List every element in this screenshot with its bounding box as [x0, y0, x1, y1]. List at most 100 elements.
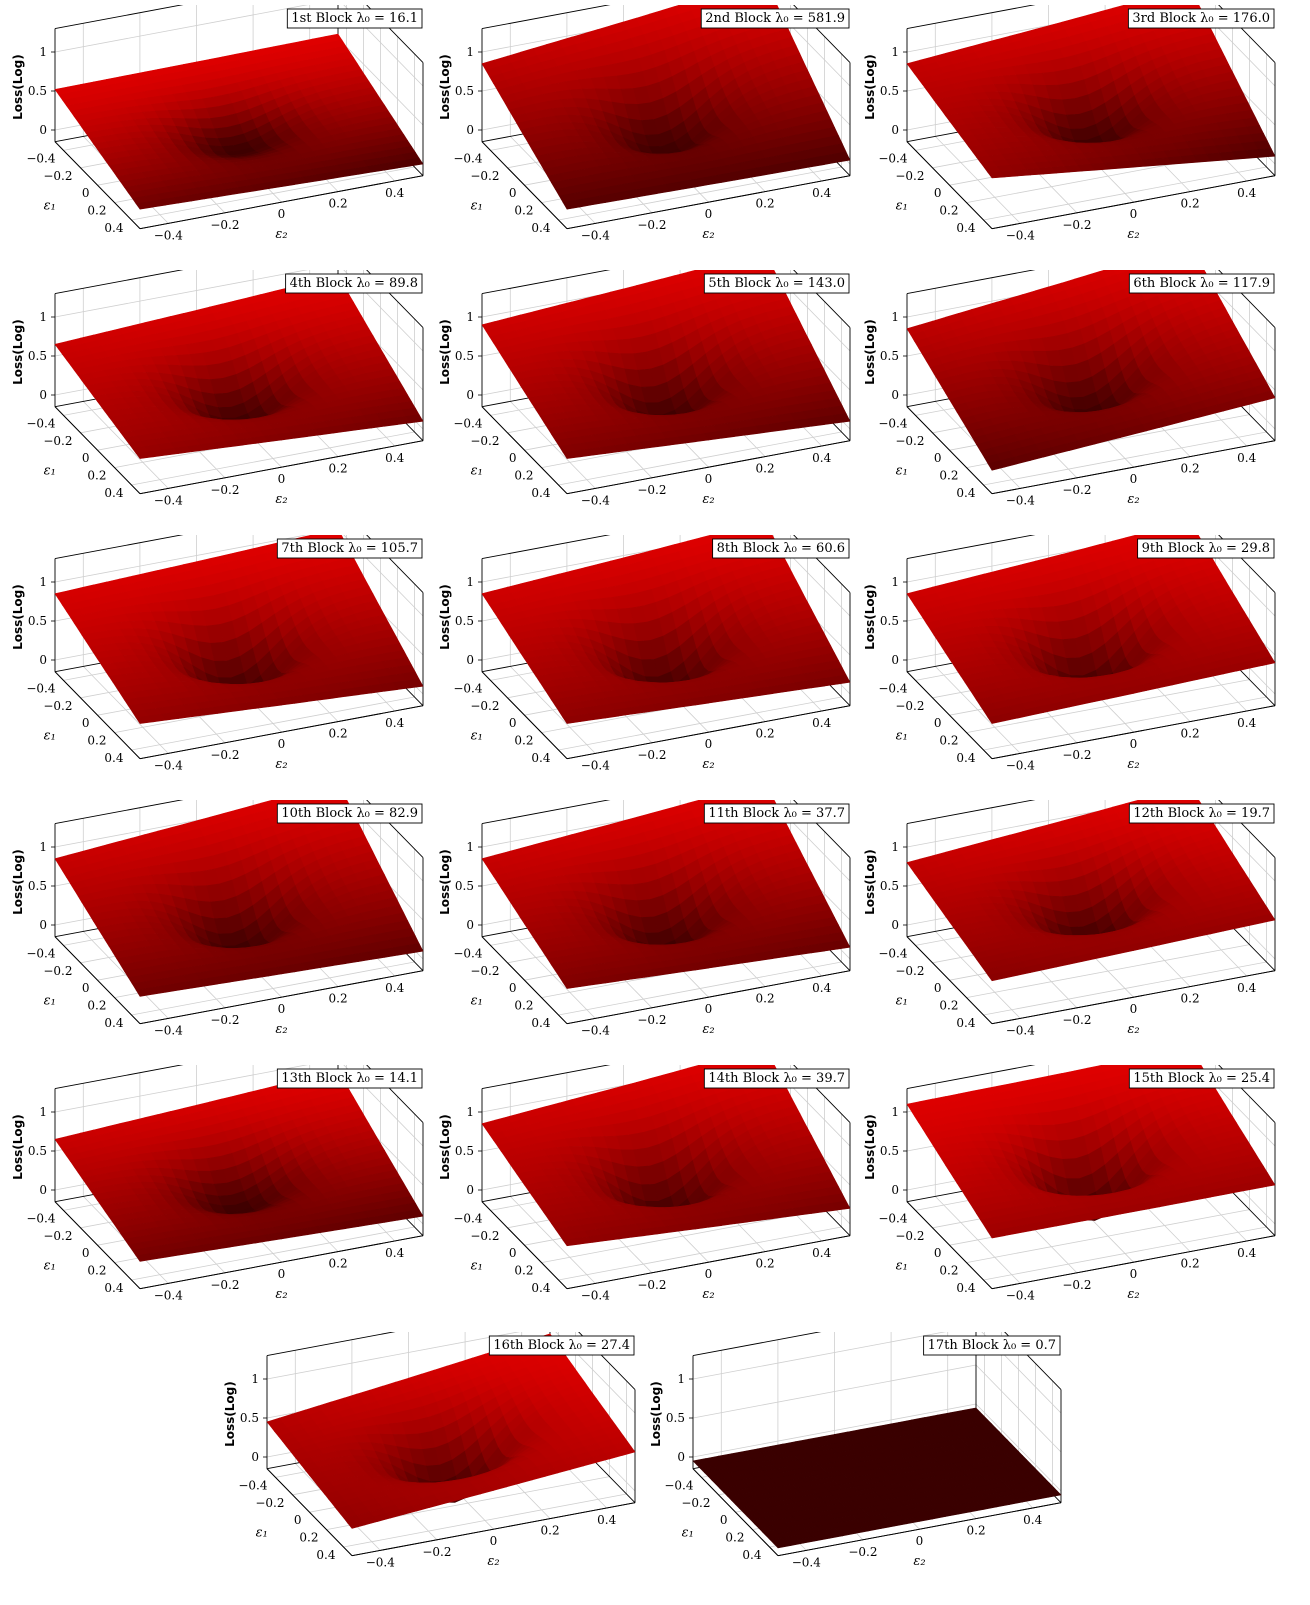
- z-tick-label: 0.5: [880, 84, 899, 98]
- axis-frame-line: [139, 440, 424, 495]
- z-tick-label: 0.5: [28, 349, 47, 363]
- axis-frame-line: [54, 141, 141, 230]
- wall-grid-line: [54, 270, 309, 318]
- surface-patch: [405, 678, 424, 689]
- eps2-tick-label: −0.2: [637, 483, 666, 497]
- tick-labels: 00.51−0.4−0.200.20.4−0.4−0.200.20.4: [878, 45, 1256, 242]
- eps1-tick-label: −0.4: [26, 681, 56, 695]
- eps1-tick-label: −0.2: [43, 699, 72, 713]
- axis-frame-line: [481, 535, 611, 560]
- eps2-tick-label: −0.4: [1006, 228, 1036, 242]
- eps2-tick-label: 0.4: [1237, 186, 1256, 200]
- z-tick-label: 1: [39, 45, 47, 59]
- floor-grid-line: [983, 431, 1267, 486]
- z-axis-label: Loss(Log): [863, 584, 877, 650]
- panel-title-box: [285, 273, 423, 294]
- surface-patch: [1257, 390, 1276, 402]
- panel-title: 8th Block λ₀ = 60.6: [712, 538, 850, 559]
- eps2-tick-label: 0.2: [1181, 197, 1200, 211]
- surface-patch: [832, 674, 851, 685]
- floor-grid-line: [558, 166, 842, 221]
- eps1-tick-label: 0.4: [956, 221, 975, 235]
- eps1-tick-label: 0.2: [939, 734, 958, 748]
- eps1-tick-label: −0.4: [878, 681, 908, 695]
- loss-surface: [481, 270, 851, 459]
- eps1-axis-label: ε₁: [44, 464, 56, 479]
- eps2-axis-label: ε₂: [1127, 492, 1139, 507]
- eps2-tick-label: 0.2: [329, 462, 348, 476]
- axis-frame-line: [991, 705, 1276, 760]
- axis-frame-line: [54, 671, 141, 760]
- loss-surface: [54, 535, 424, 724]
- z-tick-label: 0: [891, 123, 899, 137]
- loss-surface: [906, 270, 1276, 471]
- z-axis-label: Loss(Log): [863, 54, 877, 120]
- axis-frame-line: [139, 705, 424, 760]
- panel-title-text: 7th Block λ₀ = 105.7: [281, 541, 418, 556]
- eps2-axis-label: ε₂: [1127, 757, 1139, 772]
- floor-grid-line: [131, 431, 415, 486]
- axis-frame-line: [481, 5, 611, 30]
- eps1-axis-label: ε₁: [896, 199, 908, 214]
- tick-labels: 00.51−0.4−0.200.20.4−0.4−0.200.20.4: [26, 575, 404, 772]
- surface-panel: 0 0.5 1 −0.4 −0.2 0 0.2 0.4 −0.4 −0.2 0 0.2 0.4 Loss(…: [10, 535, 440, 795]
- eps1-tick-label: 0.2: [939, 204, 958, 218]
- tick-labels: 00.51−0.4−0.200.20.4−0.4−0.200.20.4: [878, 310, 1256, 507]
- eps1-tick-label: −0.4: [453, 416, 483, 430]
- z-axis-label: Loss(Log): [438, 319, 452, 385]
- eps2-tick-label: 0.4: [812, 451, 831, 465]
- wall-grid-line: [54, 535, 309, 583]
- z-tick-label: 0.5: [880, 349, 899, 363]
- surface-panel: 0 0.5 1 −0.4 −0.2 0 0.2 0.4 −0.4 −0.2 0 0.2 0.4 Loss(…: [862, 5, 1292, 265]
- eps2-axis-label: ε₂: [702, 227, 714, 242]
- eps2-tick-label: −0.4: [154, 493, 184, 507]
- axis-frame-line: [906, 5, 1036, 30]
- axis-frame-line: [906, 406, 993, 495]
- panel-title-text: 9th Block λ₀ = 29.8: [1142, 541, 1270, 556]
- eps2-tick-label: −0.2: [210, 483, 239, 497]
- z-tick-label: 0: [466, 123, 474, 137]
- eps1-tick-label: −0.2: [470, 169, 499, 183]
- eps2-tick-label: 0.2: [756, 462, 775, 476]
- surface-patch: [832, 151, 851, 163]
- surface-panel: 0 0.5 1 −0.4 −0.2 0 0.2 0.4 −0.4 −0.2 0 0.2 0.4 Loss(…: [862, 535, 1292, 795]
- surface-panel: 0 0.5 1 −0.4 −0.2 0 0.2 0.4 −0.4 −0.2 0 0.2 0.4 Loss(…: [10, 800, 440, 1060]
- floor-grid-line: [983, 166, 1267, 221]
- surface-plot: 00.51−0.4−0.200.20.4−0.4−0.200.20.4Loss(…: [11, 800, 424, 1037]
- eps2-tick-label: 0.2: [756, 727, 775, 741]
- loss-surface: [54, 33, 424, 210]
- panel-title-box: [700, 8, 850, 29]
- z-tick-label: 1: [466, 575, 474, 589]
- z-tick-label: 1: [466, 310, 474, 324]
- eps1-tick-label: 0.4: [956, 486, 975, 500]
- panel-title-text: 1st Block λ₀ = 16.1: [291, 11, 418, 26]
- panel-title: 3rd Block λ₀ = 176.0: [1127, 8, 1275, 29]
- eps2-axis-label: ε₂: [702, 492, 714, 507]
- eps2-tick-label: −0.2: [210, 218, 239, 232]
- axis-frame-line: [54, 406, 141, 495]
- surface-plot: 00.51−0.4−0.200.20.4−0.4−0.200.20.4Loss(…: [863, 5, 1276, 242]
- z-tick-label: 0: [39, 653, 47, 667]
- eps1-tick-label: −0.2: [895, 169, 924, 183]
- panel-title: 5th Block λ₀ = 143.0: [703, 273, 850, 294]
- axis-frame-line: [481, 406, 568, 495]
- z-tick-label: 0.5: [28, 614, 47, 628]
- axis-frame-line: [991, 175, 1276, 230]
- eps1-tick-label: 0.4: [956, 751, 975, 765]
- panel-title-text: 3rd Block λ₀ = 176.0: [1132, 11, 1270, 26]
- floor-grid-line: [131, 961, 415, 1016]
- eps1-tick-label: 0: [82, 186, 90, 200]
- axis-frame-line: [991, 440, 1276, 495]
- z-tick-label: 0: [39, 123, 47, 137]
- axis-frame-line: [481, 270, 611, 295]
- eps2-tick-label: −0.2: [1062, 218, 1091, 232]
- z-axis-label: Loss(Log): [11, 54, 25, 120]
- surface-plot: 00.51−0.4−0.200.20.4−0.4−0.200.20.4Loss(…: [438, 535, 851, 772]
- panel-title-text: 5th Block λ₀ = 143.0: [708, 276, 845, 291]
- panel-title-box: [1127, 8, 1275, 29]
- eps1-tick-label: 0.2: [87, 734, 106, 748]
- tick-labels: 00.51−0.4−0.200.20.4−0.4−0.200.20.4: [453, 45, 831, 242]
- panel-title: 4th Block λ₀ = 89.8: [285, 273, 423, 294]
- z-tick-label: 0: [891, 653, 899, 667]
- panel-title: 2nd Block λ₀ = 581.9: [700, 8, 850, 29]
